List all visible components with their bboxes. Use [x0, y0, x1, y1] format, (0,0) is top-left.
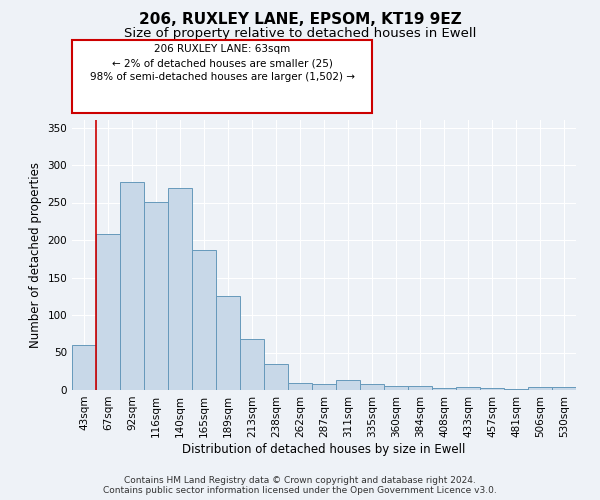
Bar — [192, 250, 216, 390]
Bar — [240, 339, 264, 390]
Bar — [120, 182, 144, 390]
Bar — [360, 384, 384, 390]
Bar — [456, 387, 480, 390]
Bar — [408, 386, 432, 390]
Bar — [336, 380, 360, 390]
Bar — [288, 382, 312, 390]
Bar — [384, 386, 408, 390]
Bar — [528, 387, 552, 390]
Bar — [504, 389, 528, 390]
Bar — [216, 296, 240, 390]
Text: Contains HM Land Registry data © Crown copyright and database right 2024.
Contai: Contains HM Land Registry data © Crown c… — [103, 476, 497, 495]
Bar — [96, 234, 120, 390]
X-axis label: Distribution of detached houses by size in Ewell: Distribution of detached houses by size … — [182, 442, 466, 456]
Text: 206, RUXLEY LANE, EPSOM, KT19 9EZ: 206, RUXLEY LANE, EPSOM, KT19 9EZ — [139, 12, 461, 28]
Bar — [168, 188, 192, 390]
Text: 206 RUXLEY LANE: 63sqm
← 2% of detached houses are smaller (25)
98% of semi-deta: 206 RUXLEY LANE: 63sqm ← 2% of detached … — [89, 44, 355, 82]
Y-axis label: Number of detached properties: Number of detached properties — [29, 162, 42, 348]
Bar — [480, 388, 504, 390]
Bar — [144, 202, 168, 390]
Bar — [552, 387, 576, 390]
Bar — [432, 388, 456, 390]
Bar — [264, 364, 288, 390]
Text: Size of property relative to detached houses in Ewell: Size of property relative to detached ho… — [124, 28, 476, 40]
Bar — [312, 384, 336, 390]
Bar — [72, 345, 96, 390]
